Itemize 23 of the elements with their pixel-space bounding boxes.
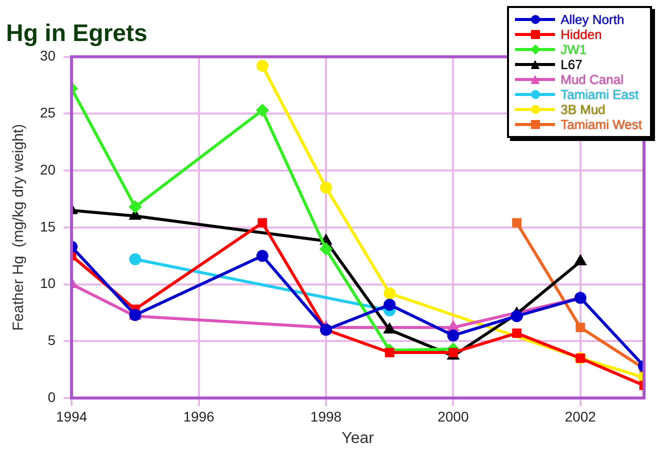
x-tick-label: 1994	[56, 408, 88, 424]
legend-label: JW1	[560, 42, 587, 57]
legend-label: Alley North	[560, 12, 624, 27]
y-tick-label: 30	[40, 48, 56, 64]
legend-label: Mud Canal	[560, 72, 624, 87]
chart-title: Hg in Egrets	[6, 20, 148, 48]
x-tick-label: 1996	[183, 408, 215, 424]
legend-label: L67	[560, 57, 582, 72]
y-tick-label: 25	[40, 104, 56, 121]
y-tick-label: 20	[40, 161, 56, 178]
legend-label: Tamiami West	[560, 117, 642, 132]
x-axis-title: Year	[342, 430, 375, 447]
y-tick-label: 10	[40, 275, 56, 292]
y-tick-label: 15	[40, 218, 56, 234]
y-axis-title: Feather Hg (mg/kg dry weight)	[10, 124, 28, 331]
legend-label: Tamiami East	[560, 87, 639, 102]
legend-label: Hidden	[560, 27, 602, 42]
x-tick-label: 2000	[438, 408, 469, 424]
y-tick-label: 0	[48, 388, 56, 405]
y-tick-label: 5	[48, 332, 56, 348]
x-tick-label: 2002	[564, 408, 596, 424]
x-tick-label: 1998	[310, 408, 342, 424]
legend-label: 3B Mud	[560, 102, 606, 117]
